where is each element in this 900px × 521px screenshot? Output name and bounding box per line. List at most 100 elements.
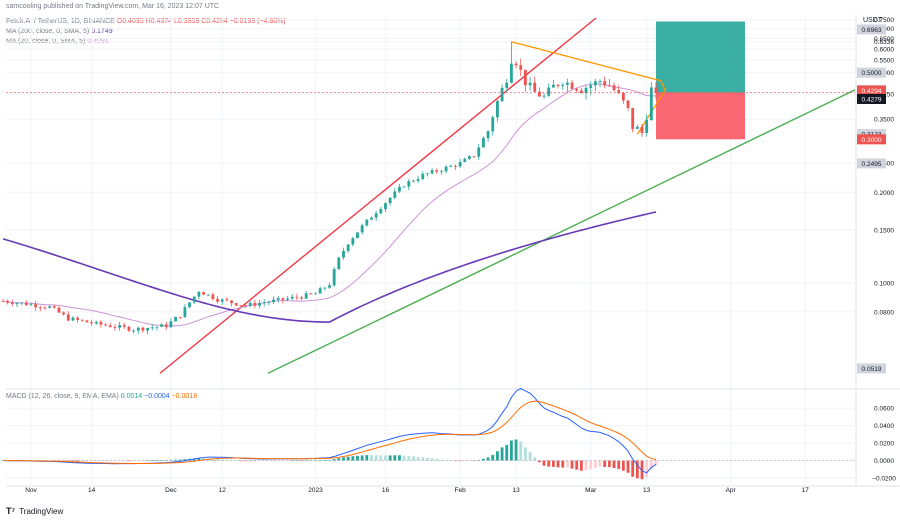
candle-body — [454, 165, 457, 167]
candle-body — [155, 326, 159, 328]
candle-body — [318, 288, 322, 294]
macd-histogram-bar — [468, 460, 471, 462]
published-line: samcooling published on TradingView.com,… — [6, 3, 220, 10]
macd-histogram-bar — [379, 455, 383, 461]
ohlc-values: O0.4095 H0.4374 L0.3959 C0.4294 −0.0199 … — [116, 18, 286, 25]
macd-histogram-bar — [104, 460, 108, 462]
macd-histogram-bar — [496, 451, 499, 461]
candle-body — [169, 321, 173, 328]
candle-body — [365, 219, 369, 226]
macd-histogram-bar — [160, 460, 163, 461]
candle-body — [500, 87, 504, 102]
macd-histogram-bar — [225, 459, 229, 461]
ma200-line — [2, 211, 657, 323]
macd-histogram-bar — [108, 460, 112, 462]
candle-body — [589, 85, 593, 88]
candle-body — [309, 293, 313, 295]
candle-body — [565, 82, 569, 85]
macd-histogram-bar — [561, 460, 565, 468]
ma200-legend: MA (200, close, 0, SMA, 5) 0.1749 — [6, 28, 113, 35]
macd-histogram-bar — [295, 460, 299, 462]
macd-legend: MACD (12, 26, close, 9, EMA, EMA) 0.0014… — [6, 393, 198, 400]
candle-body — [267, 302, 271, 303]
macd-histogram-bar — [435, 458, 439, 461]
macd-histogram-bar — [85, 460, 89, 462]
macd-histogram-bar — [458, 460, 462, 462]
footer-brand: T⁷ TradingView — [6, 506, 63, 516]
macd-histogram-bar — [584, 460, 588, 471]
macd-histogram-bar — [617, 460, 621, 469]
candle-body — [379, 209, 383, 214]
candle-body — [551, 84, 555, 88]
macd-histogram-bar — [174, 459, 177, 461]
macd-histogram-bar — [183, 459, 187, 461]
macd-histogram-bar — [444, 459, 448, 461]
macd-histogram-bar — [510, 440, 513, 461]
brand-name: TradingView — [19, 506, 64, 516]
macd-histogram-bar — [528, 451, 532, 461]
candle-body — [477, 147, 481, 157]
candle-body — [295, 296, 299, 298]
candle-body — [29, 304, 33, 306]
candle-body — [635, 126, 639, 129]
candle-body — [626, 100, 630, 108]
macd-histogram-bar — [66, 460, 70, 462]
candle-body — [510, 63, 513, 83]
candle-body — [556, 84, 560, 86]
macd-histogram-bar — [346, 456, 350, 461]
macd-histogram-bar — [430, 458, 434, 461]
candle-body — [141, 327, 145, 331]
time-tick-label: 14 — [88, 487, 96, 494]
candle-body — [649, 87, 653, 121]
candle-body — [421, 173, 425, 180]
candle-body — [94, 321, 98, 324]
candle-body — [398, 186, 401, 192]
candle-body — [43, 307, 47, 309]
candle-body — [328, 285, 331, 288]
candle-body — [393, 191, 397, 198]
macd-histogram-bar — [127, 460, 131, 462]
macd-histogram-bar — [337, 458, 341, 461]
macd-histogram-bar — [90, 460, 94, 462]
candle-body — [570, 82, 574, 89]
macd-histogram-bar — [426, 457, 429, 461]
candle-body — [388, 197, 392, 204]
candle-body — [593, 81, 597, 86]
macd-histogram-bar — [565, 460, 569, 468]
candle-body — [57, 307, 61, 313]
macd-histogram-bar — [318, 460, 322, 461]
time-tick-label: 13 — [512, 487, 520, 494]
macd-histogram-bar — [300, 460, 303, 462]
candle-body — [174, 317, 177, 322]
candle-body — [402, 186, 406, 188]
candle-body — [486, 131, 490, 139]
macd-histogram-bar — [388, 455, 392, 461]
macd-histogram-bar — [150, 460, 154, 461]
macd-histogram-bar — [118, 460, 122, 462]
candle-body — [542, 95, 546, 97]
macd-histogram-bar — [579, 460, 583, 471]
candle-body — [244, 305, 247, 307]
price-badge — [857, 129, 886, 140]
macd-histogram-bar — [524, 447, 527, 461]
tradingview-logo-icon: T⁷ — [6, 506, 16, 516]
macd-histogram-bar — [365, 455, 369, 461]
candle-body — [575, 88, 579, 91]
candle-body — [1, 300, 5, 302]
macd-histogram-bar — [416, 456, 420, 461]
candle-body — [342, 250, 345, 258]
price-tick-label: 0.2000 — [874, 190, 894, 197]
price-badge-label: 0.4279 — [862, 96, 882, 103]
candle-body — [654, 87, 658, 93]
candle-body — [332, 269, 336, 286]
macd-histogram-bar — [519, 441, 523, 461]
price-badge — [857, 93, 886, 104]
macd-histogram-bar — [248, 460, 252, 462]
candle-body — [612, 85, 616, 91]
macd-histogram-bar — [589, 460, 593, 470]
candle-body — [645, 120, 649, 134]
macd-histogram-bar — [384, 455, 387, 461]
candle-body — [71, 317, 75, 321]
price-badge-label: 0.0519 — [862, 366, 882, 373]
